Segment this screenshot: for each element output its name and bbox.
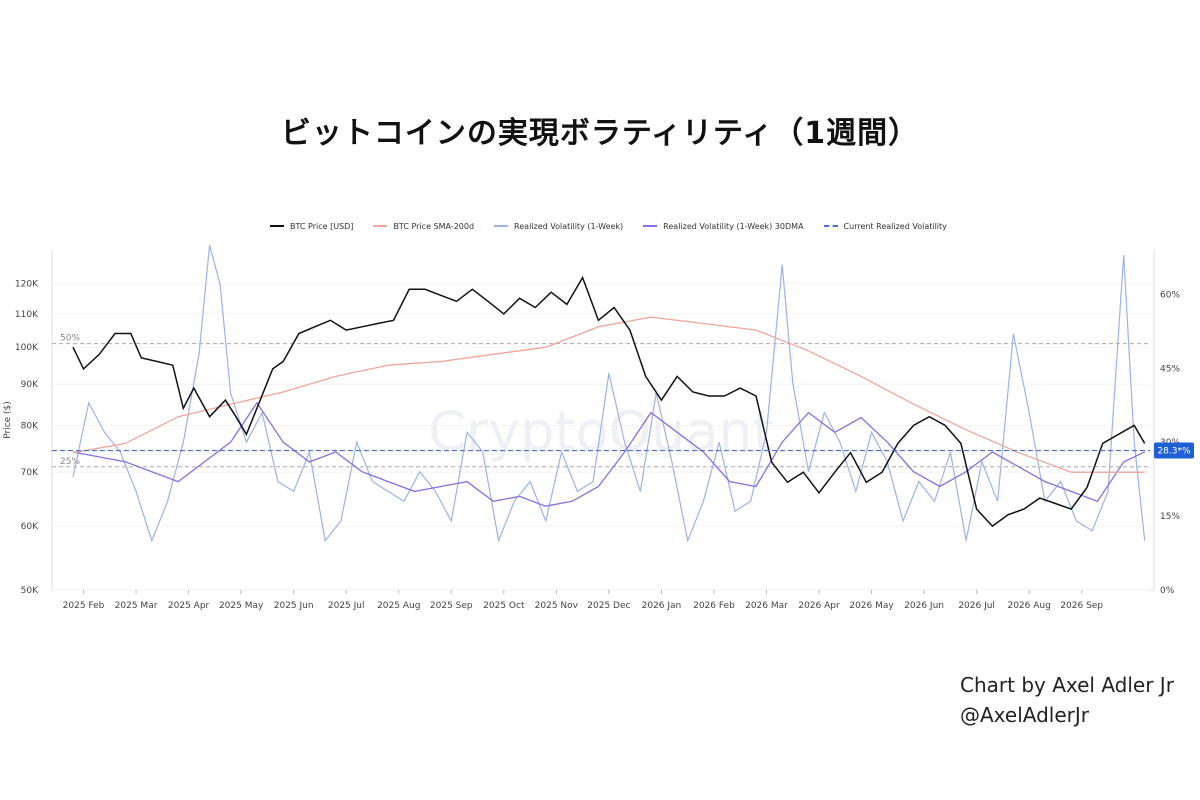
right-tick-label: 15% xyxy=(1160,512,1180,522)
x-tick-label: 2026 Jan xyxy=(642,601,682,611)
left-tick-label: 120K xyxy=(15,279,39,289)
legend-label: Current Realized Volatility xyxy=(843,221,947,231)
x-tick-label: 2025 Jun xyxy=(274,601,314,611)
x-tick-label: 2025 Jul xyxy=(328,601,365,611)
right-tick-label: 0% xyxy=(1160,586,1175,596)
x-tick-label: 2025 Nov xyxy=(535,601,579,611)
threshold-label: 25% xyxy=(60,457,80,467)
series-btc-price xyxy=(72,275,1146,528)
x-tick-label: 2025 Dec xyxy=(587,601,630,611)
threshold-label: 50% xyxy=(60,334,80,344)
legend-label: BTC Price SMA-200d xyxy=(393,221,475,231)
left-tick-label: 60K xyxy=(21,522,39,532)
x-tick-label: 2026 Mar xyxy=(745,601,788,611)
series-realized-volatility-30dma xyxy=(72,401,1145,507)
right-tick-label: 60% xyxy=(1160,290,1180,300)
series-realized-volatility-1w xyxy=(72,244,1146,543)
x-tick-label: 2026 Apr xyxy=(798,601,840,611)
x-tick-label: 2025 May xyxy=(219,601,264,611)
x-tick-label: 2025 Mar xyxy=(115,601,158,611)
chart-title: ビットコインの実現ボラティリティ（1週間） xyxy=(280,116,920,151)
legend-label: Realized Volatility (1-Week) 30DMA xyxy=(663,221,804,231)
credit-handle: @AxelAdlerJr xyxy=(960,703,1089,727)
x-tick-label: 2026 Feb xyxy=(693,601,735,611)
legend-label: BTC Price [USD] xyxy=(290,221,354,231)
legend-item-btc-price-sma-200d[interactable]: BTC Price SMA-200d xyxy=(373,222,474,231)
series-btc-sma-200d xyxy=(72,316,1145,473)
left-tick-label: 110K xyxy=(15,310,39,320)
x-tick-label: 2026 Jul xyxy=(958,601,995,611)
legend-item-realized-volatility-1-week[interactable]: Realized Volatility (1-Week) xyxy=(494,222,623,231)
x-tick-label: 2026 Jun xyxy=(904,601,944,611)
legend-swatch xyxy=(494,225,509,227)
left-tick-label: 70K xyxy=(21,468,39,478)
left-tick-label: 90K xyxy=(21,380,39,390)
left-tick-label: 100K xyxy=(15,343,39,353)
x-tick-label: 2025 Apr xyxy=(168,601,210,611)
x-tick-label: 2026 Sep xyxy=(1060,601,1103,611)
credit: Chart by Axel Adler Jr @AxelAdlerJr xyxy=(960,670,1174,730)
credit-author: Chart by Axel Adler Jr xyxy=(960,673,1174,697)
legend-item-btc-price-usd[interactable]: BTC Price [USD] xyxy=(270,222,353,231)
legend-swatch xyxy=(643,225,658,227)
legend-swatch xyxy=(373,225,388,227)
legend: BTC Price [USD] BTC Price SMA-200d Realize… xyxy=(270,218,947,234)
legend-label: Realized Volatility (1-Week) xyxy=(514,221,624,231)
left-tick-label: 80K xyxy=(21,421,39,431)
chart-area: 50K60K70K80K90K100K110K120K0%15%30%45%60… xyxy=(3,244,1194,611)
left-tick-label: 50K xyxy=(21,586,39,596)
x-tick-label: 2025 Aug xyxy=(377,601,420,611)
legend-swatch xyxy=(823,225,838,227)
current-vol-label: 28.3*% xyxy=(1157,447,1191,457)
x-tick-label: 2026 Aug xyxy=(1007,601,1050,611)
x-tick-label: 2025 Sep xyxy=(430,601,473,611)
y-axis-label: Price ($) xyxy=(3,401,13,439)
current-vol-badge xyxy=(1154,442,1194,459)
x-tick-label: 2026 May xyxy=(849,601,894,611)
right-tick-label: 45% xyxy=(1160,364,1180,374)
legend-item-current-realized-volatility[interactable]: Current Realized Volatility xyxy=(823,221,947,231)
legend-item-realized-volatility-1-week-30dma[interactable]: Realized Volatility (1-Week) 30DMA xyxy=(643,221,804,231)
x-tick-label: 2025 Oct xyxy=(483,601,525,611)
legend-swatch xyxy=(270,225,284,227)
x-tick-label: 2025 Feb xyxy=(63,601,105,611)
